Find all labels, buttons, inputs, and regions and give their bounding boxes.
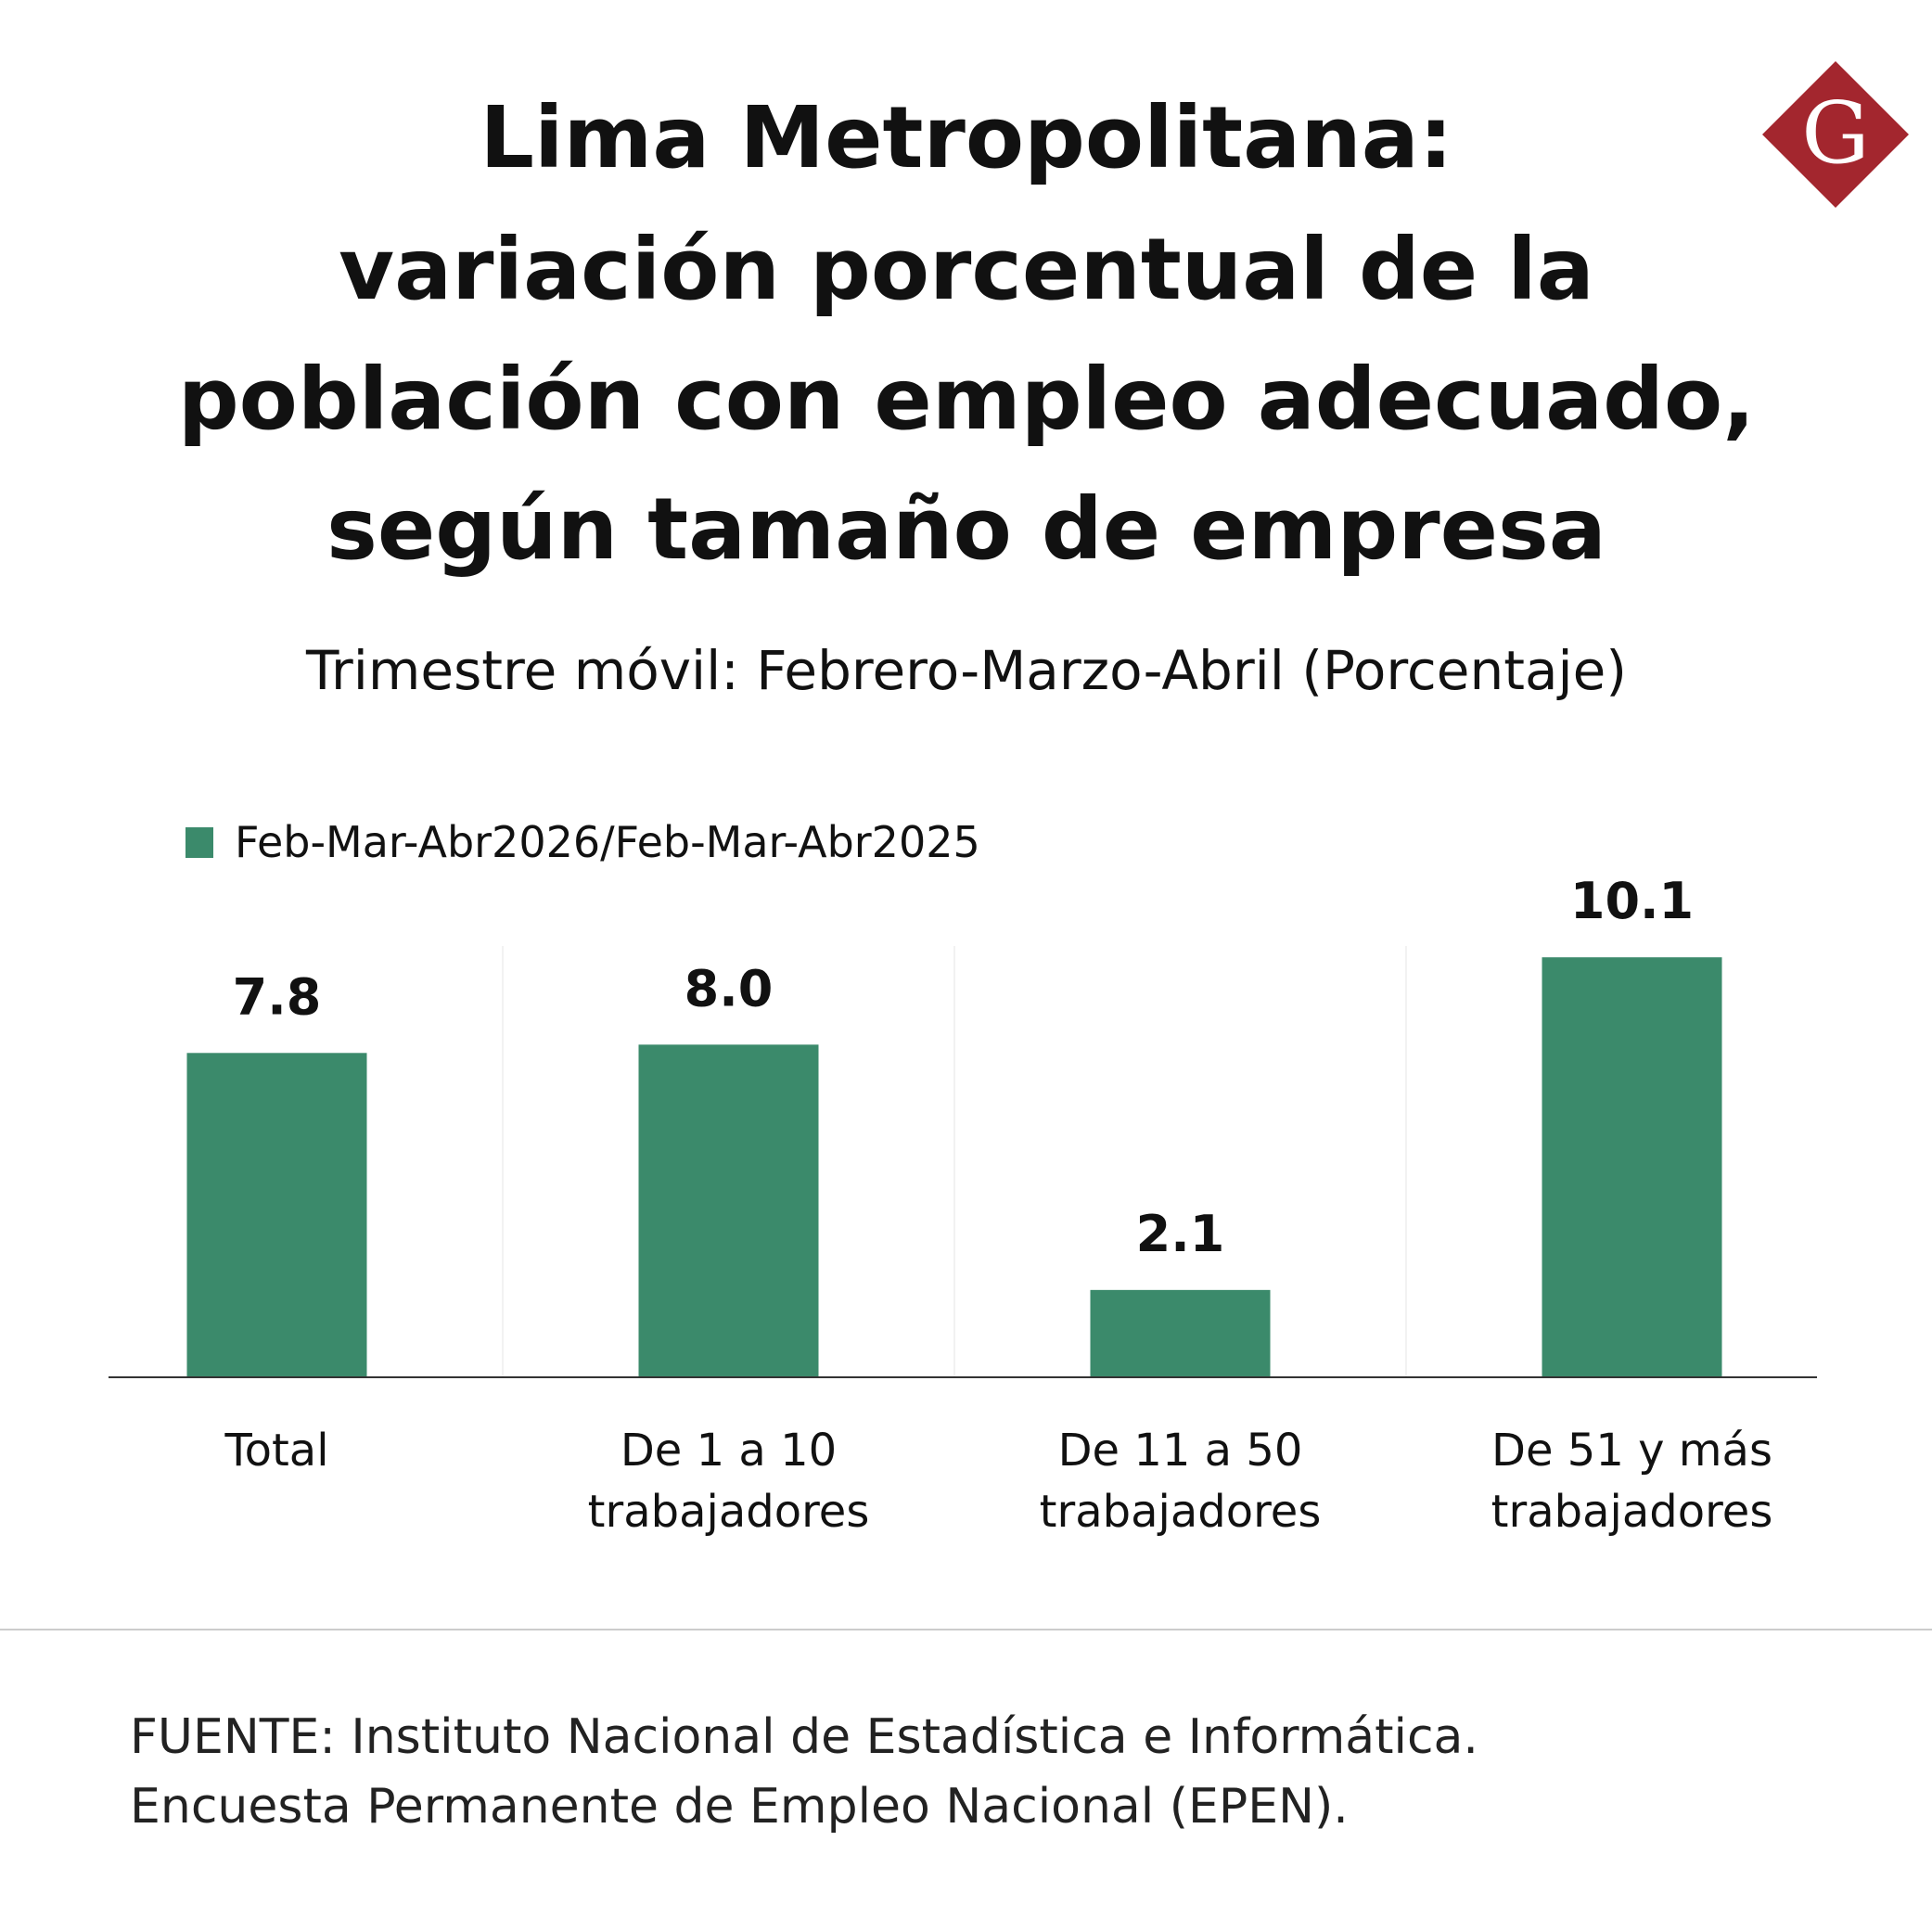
chart-title: población con empleo adecuado, xyxy=(178,350,1755,449)
value-label: 2.1 xyxy=(1136,1205,1225,1263)
x-tick-label: Total xyxy=(224,1425,328,1477)
source-note: FUENTE: Instituto Nacional de Estadístic… xyxy=(130,1709,1478,1765)
bar xyxy=(1542,957,1722,1377)
source-note: Encuesta Permanente de Empleo Nacional (… xyxy=(130,1779,1349,1835)
chart-title: Lima Metropolitana: xyxy=(480,88,1452,187)
chart-subtitle: Trimestre móvil: Febrero-Marzo-Abril (Po… xyxy=(305,639,1627,702)
x-tick-label: De 11 a 50 xyxy=(1058,1425,1303,1477)
legend-swatch xyxy=(186,827,213,858)
chart-title: variación porcentual de la xyxy=(339,220,1594,319)
bar xyxy=(638,1044,819,1377)
bar xyxy=(186,1053,367,1377)
value-label: 7.8 xyxy=(233,967,322,1026)
x-tick-label: trabajadores xyxy=(1040,1486,1322,1538)
value-label: 8.0 xyxy=(685,959,774,1017)
value-label: 10.1 xyxy=(1570,872,1694,930)
x-tick-label: trabajadores xyxy=(588,1486,870,1538)
bar xyxy=(1090,1289,1271,1377)
legend-label: Feb-Mar-Abr2026/Feb-Mar-Abr2025 xyxy=(235,817,980,867)
logo-text: G xyxy=(1801,83,1870,183)
logo: G xyxy=(1762,61,1909,208)
x-tick-label: De 1 a 10 xyxy=(621,1425,837,1477)
x-tick-label: De 51 y más xyxy=(1491,1425,1772,1477)
logo-diamond xyxy=(1762,61,1909,208)
x-tick-label: trabajadores xyxy=(1491,1486,1773,1538)
chart-title: según tamaño de empresa xyxy=(326,480,1606,579)
